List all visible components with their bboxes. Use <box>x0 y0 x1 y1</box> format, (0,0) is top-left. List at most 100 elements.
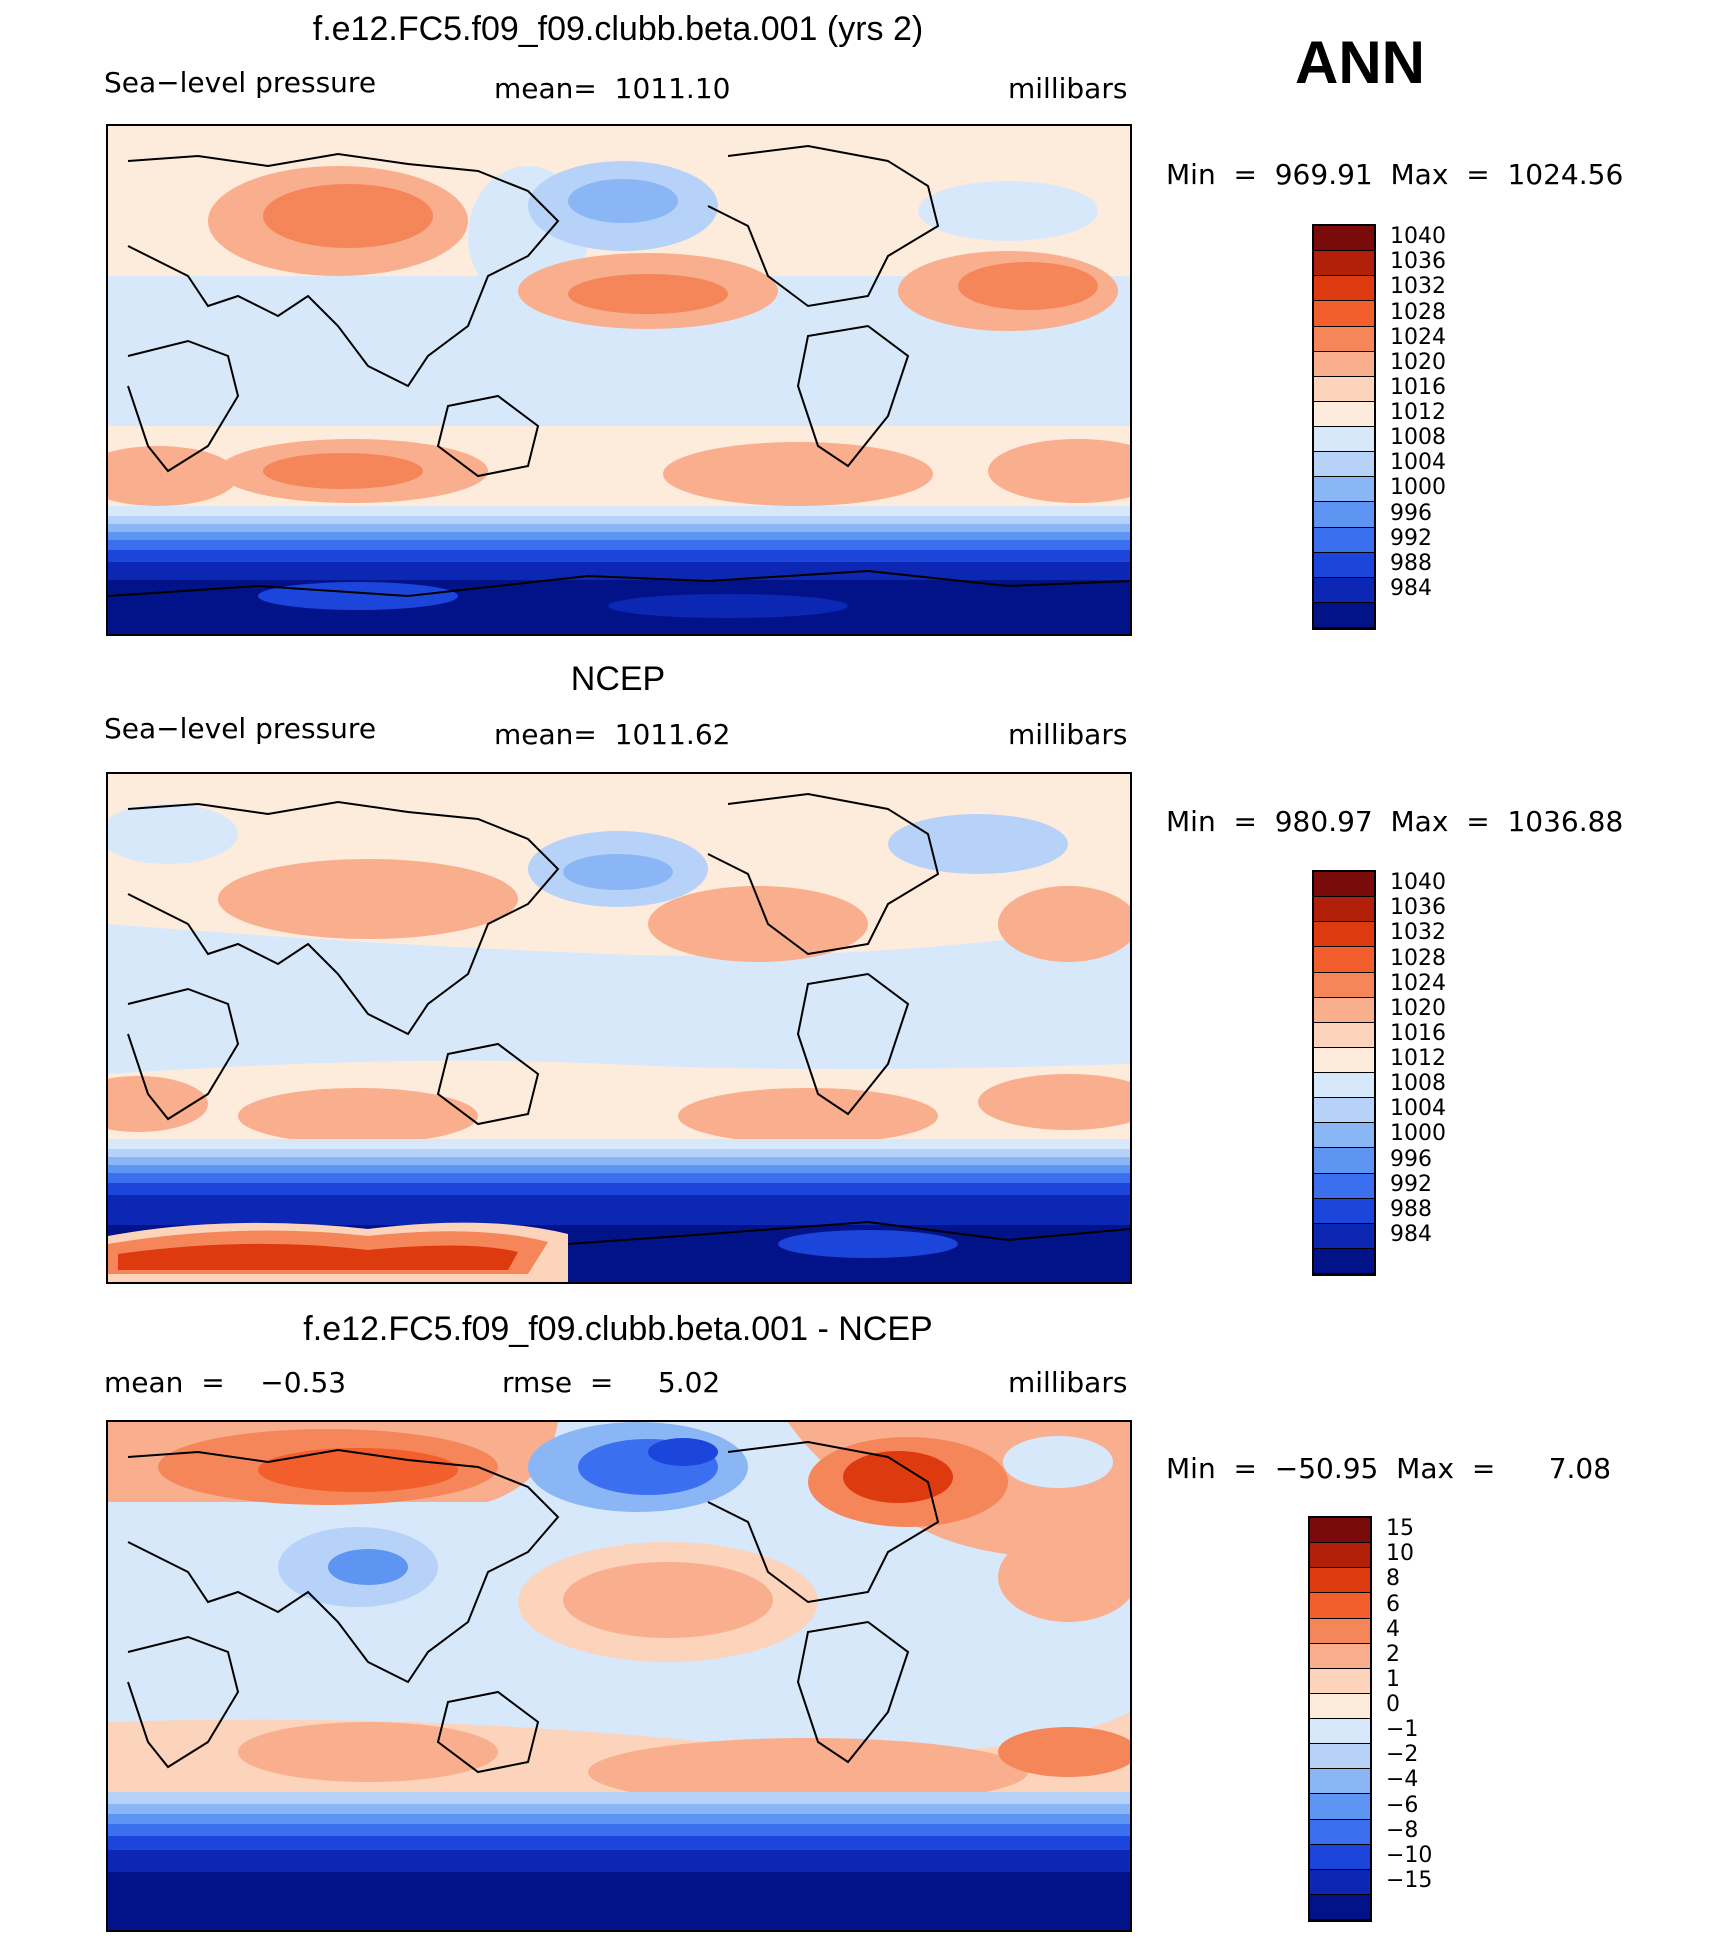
panel-3-minmax: Min = −50.95 Max = 7.08 <box>1166 1452 1612 1485</box>
panel-1-variable-label: Sea−level pressure <box>104 66 377 99</box>
panel-2-colorbar-tick-label: 1016 <box>1390 1020 1446 1046</box>
panel-1-colorbar-swatch <box>1314 226 1374 252</box>
panel-1-colorbar-swatch <box>1314 326 1374 352</box>
panel-3-map-svg <box>108 1422 1130 1930</box>
panel-1-colorbar-swatch <box>1314 251 1374 277</box>
panel-2-colorbar-tick-label: 1036 <box>1390 895 1446 921</box>
panel-3-colorbar-tick-label: 1 <box>1386 1666 1400 1692</box>
panel-2-mean-label: mean= 1011.62 <box>494 718 731 751</box>
panel-1-mean-label: mean= 1011.10 <box>494 72 731 105</box>
panel-2-map <box>106 772 1132 1284</box>
panel-3-colorbar <box>1308 1516 1372 1922</box>
panel-3-colorbar-tick-label: −8 <box>1386 1817 1419 1843</box>
panel-1-colorbar-swatch <box>1314 477 1374 503</box>
panel-1-colorbar-tick-label: 996 <box>1390 500 1432 526</box>
panel-3-colorbar-swatch <box>1310 1719 1370 1745</box>
panel-2-colorbar-tick-label: 988 <box>1390 1196 1432 1222</box>
panel-1-colorbar-swatch <box>1314 527 1374 553</box>
panel-2-colorbar-swatch <box>1314 1022 1374 1048</box>
panel-3-colorbar-swatch <box>1310 1844 1370 1870</box>
panel-3-colorbar-tick-label: 4 <box>1386 1616 1400 1642</box>
panel-1-colorbar-swatch <box>1314 577 1374 603</box>
panel-1-colorbar-swatch <box>1314 452 1374 478</box>
panel-3-colorbar-tick-label: 15 <box>1386 1516 1414 1542</box>
panel-1-colorbar-tick-label: 992 <box>1390 525 1432 551</box>
panel-3-map <box>106 1420 1132 1932</box>
panel-1-colorbar-tick-label: 1024 <box>1390 324 1446 350</box>
panel-2-colorbar-tick-label: 1008 <box>1390 1071 1446 1097</box>
panel-2-colorbar-tick-label: 1000 <box>1390 1121 1446 1147</box>
panel-1-colorbar-swatch <box>1314 427 1374 453</box>
panel-3-colorbar-tick-label: 0 <box>1386 1692 1400 1717</box>
panel-2-colorbar-tick-label: 1028 <box>1390 945 1446 971</box>
panel-1-colorbar-tick-label: 1012 <box>1390 400 1446 425</box>
panel-2-colorbar-tick-label: 1020 <box>1390 995 1446 1021</box>
panel-3-colorbar-swatch <box>1310 1894 1370 1920</box>
panel-2-colorbar-swatch <box>1314 972 1374 998</box>
panel-3-colorbar-swatch <box>1310 1518 1370 1544</box>
panel-2-minmax: Min = 980.97 Max = 1036.88 <box>1166 805 1624 838</box>
panel-2-colorbar-tick-label: 992 <box>1390 1171 1432 1197</box>
panel-2-colorbar-tick-label: 1040 <box>1390 870 1446 896</box>
panel-3-colorbar-swatch <box>1310 1618 1370 1644</box>
panel-1-colorbar-tick-label: 1016 <box>1390 374 1446 400</box>
panel-3-colorbar-swatch <box>1310 1593 1370 1619</box>
panel-1-colorbar-swatch <box>1314 376 1374 402</box>
panel-3-colorbar-tick-label: 10 <box>1386 1541 1414 1567</box>
panel-2-colorbar-swatch <box>1314 1198 1374 1224</box>
panel-2-colorbar-swatch <box>1314 1123 1374 1149</box>
panel-1-units: millibars <box>1008 72 1128 105</box>
panel-2-units: millibars <box>1008 718 1128 751</box>
panel-3-colorbar-swatch <box>1310 1794 1370 1820</box>
panel-1-colorbar-swatch <box>1314 502 1374 528</box>
panel-2-colorbar-swatch <box>1314 1073 1374 1099</box>
panel-3-colorbar-swatch <box>1310 1668 1370 1694</box>
panel-2-colorbar-swatch <box>1314 997 1374 1023</box>
panel-2-colorbar-tick-label: 1032 <box>1390 920 1446 946</box>
panel-1-title: f.e12.FC5.f09_f09.clubb.beta.001 (yrs 2) <box>312 10 924 48</box>
panel-2-colorbar-tick-label: 1012 <box>1390 1046 1446 1071</box>
panel-1-colorbar-tick-label: 1040 <box>1390 224 1446 250</box>
panel-3-colorbar-tick-label: −10 <box>1386 1842 1433 1868</box>
panel-1-colorbar-tick-label: 1000 <box>1390 475 1446 501</box>
panel-2-colorbar-swatch <box>1314 1173 1374 1199</box>
panel-2-variable-label: Sea−level pressure <box>104 712 377 745</box>
panel-3-colorbar-tick-label: 8 <box>1386 1566 1400 1592</box>
panel-1-map-svg <box>108 126 1130 634</box>
panel-2-colorbar-swatch <box>1314 922 1374 948</box>
panel-1-colorbar-tick-label: 1020 <box>1390 349 1446 375</box>
panel-3-colorbar-swatch <box>1310 1769 1370 1795</box>
panel-3-mean-label: mean = −0.53 <box>104 1366 347 1399</box>
panel-2-colorbar-swatch <box>1314 872 1374 898</box>
panel-1-colorbar-swatch <box>1314 401 1374 427</box>
panel-2-colorbar-tick-label: 996 <box>1390 1146 1432 1172</box>
panel-1-colorbar-swatch <box>1314 602 1374 628</box>
panel-3-rmse-label: rmse = 5.02 <box>502 1366 721 1399</box>
panel-3-colorbar-tick-label: 6 <box>1386 1591 1400 1617</box>
panel-1-colorbar <box>1312 224 1376 630</box>
panel-2-colorbar-swatch <box>1314 1223 1374 1249</box>
panel-1-colorbar-tick-label: 1004 <box>1390 450 1446 476</box>
panel-3-colorbar-swatch <box>1310 1643 1370 1669</box>
panel-3-colorbar-tick-label: 2 <box>1386 1641 1400 1667</box>
panel-2-colorbar-swatch <box>1314 1248 1374 1274</box>
panel-1-colorbar-tick-label: 1028 <box>1390 299 1446 325</box>
panel-1-colorbar-tick-label: 988 <box>1390 550 1432 576</box>
panel-2-colorbar-tick-label: 1004 <box>1390 1096 1446 1122</box>
panel-3-colorbar-swatch <box>1310 1819 1370 1845</box>
panel-3-title: f.e12.FC5.f09_f09.clubb.beta.001 - NCEP <box>303 1310 933 1348</box>
panel-2-colorbar-swatch <box>1314 1047 1374 1073</box>
panel-3-colorbar-swatch <box>1310 1869 1370 1895</box>
season-label: ANN <box>1295 29 1425 96</box>
panel-1-colorbar-tick-label: 1008 <box>1390 425 1446 451</box>
panel-3-colorbar-swatch <box>1310 1744 1370 1770</box>
panel-2-colorbar-swatch <box>1314 947 1374 973</box>
panel-2-title: NCEP <box>570 660 666 698</box>
panel-3-units: millibars <box>1008 1366 1128 1399</box>
panel-2-colorbar-swatch <box>1314 1098 1374 1124</box>
panel-3-colorbar-swatch <box>1310 1568 1370 1594</box>
panel-3-colorbar-tick-label: −2 <box>1386 1742 1419 1768</box>
panel-2-colorbar-tick-label: 1024 <box>1390 970 1446 996</box>
panel-3-colorbar-tick-label: −4 <box>1386 1767 1419 1793</box>
panel-1-minmax: Min = 969.91 Max = 1024.56 <box>1166 158 1624 191</box>
